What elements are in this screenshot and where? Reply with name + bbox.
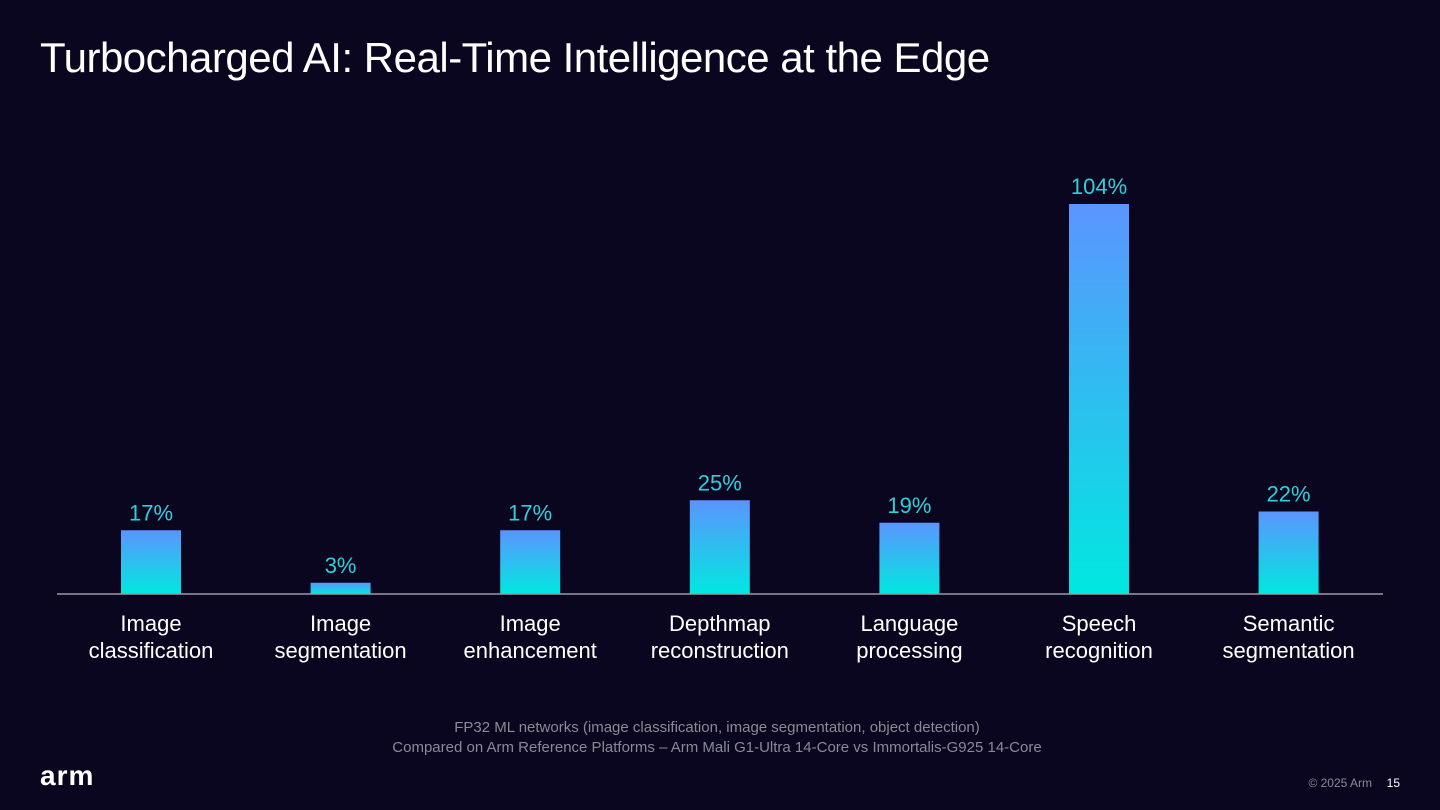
value-label-5: 104% <box>1071 174 1127 199</box>
category-label-2: Image enhancement <box>464 611 597 663</box>
bar-4 <box>879 522 940 594</box>
value-label-0: 17% <box>129 500 173 525</box>
category-label-6: Semantic segmentation <box>1223 611 1355 663</box>
value-label-4: 19% <box>887 493 931 518</box>
value-label-1: 3% <box>325 553 357 578</box>
footnote-line-2: Compared on Arm Reference Platforms – Ar… <box>392 739 1042 756</box>
footnote: FP32 ML networks (image classification, … <box>0 718 1434 758</box>
page-number: 15 <box>1386 776 1400 790</box>
category-label-1: Image segmentation <box>275 611 407 663</box>
category-label-4: Language processing <box>856 611 962 663</box>
value-label-3: 25% <box>698 470 742 495</box>
bar-3 <box>689 500 750 594</box>
category-label-5: Speech recognition <box>1045 611 1153 663</box>
value-label-6: 22% <box>1267 482 1311 507</box>
bar-0 <box>121 530 181 594</box>
bar-6 <box>1258 511 1319 594</box>
category-label-3: Depthmap reconstruction <box>651 611 789 663</box>
bar-1 <box>310 582 371 594</box>
bar-2 <box>500 530 561 594</box>
bar-5 <box>1069 204 1129 594</box>
footnote-line-1: FP32 ML networks (image classification, … <box>454 719 980 736</box>
value-label-2: 17% <box>508 500 552 525</box>
bar-chart: 17% Image classification 3% Image segmentatio… <box>57 174 1383 663</box>
copyright-text: © 2025 Arm <box>1308 776 1372 790</box>
arm-logo: arm <box>40 760 95 791</box>
category-label-0: Image classification <box>89 611 214 663</box>
slide-title: Turbocharged AI: Real-Time Intelligence … <box>40 34 990 81</box>
